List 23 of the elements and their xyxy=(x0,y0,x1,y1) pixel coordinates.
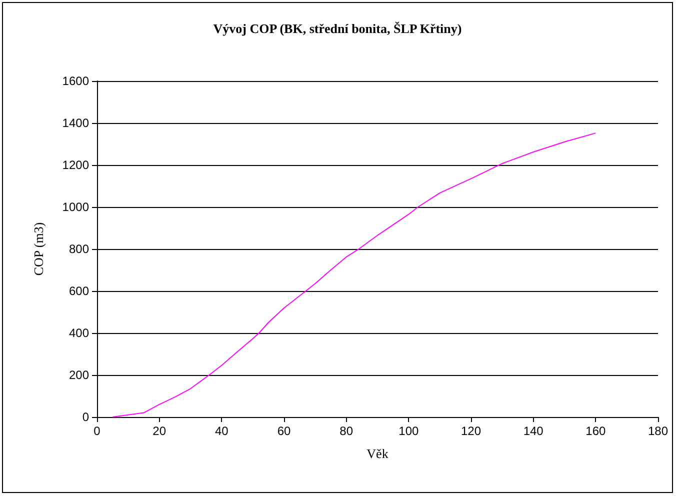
x-tick-label: 60 xyxy=(277,424,291,438)
y-tick-label: 0 xyxy=(82,410,90,424)
y-tick-label: 1200 xyxy=(62,158,90,172)
y-tick-label: 800 xyxy=(68,242,90,256)
x-tick-label: 40 xyxy=(214,424,229,438)
chart-title: Vývoj COP (BK, střední bonita, ŠLP Křtiny) xyxy=(213,21,462,36)
x-tick-label: 80 xyxy=(340,424,354,438)
y-tick-label: 1400 xyxy=(62,116,90,130)
x-tick-label: 180 xyxy=(648,424,668,438)
x-tick-label: 100 xyxy=(398,424,419,438)
y-tick-label: 600 xyxy=(68,284,90,298)
x-tick-label: 140 xyxy=(523,424,544,438)
x-tick-label: 20 xyxy=(152,424,166,438)
y-axis-title: COP (m3) xyxy=(31,222,46,276)
y-tick-label: 200 xyxy=(68,368,90,382)
line-series xyxy=(112,132,596,418)
y-tick-label: 400 xyxy=(68,326,90,340)
y-tick-label: 1000 xyxy=(62,200,90,214)
x-tick-label: 0 xyxy=(94,424,101,438)
x-axis-title: Věk xyxy=(366,446,389,461)
y-tick-label: 1600 xyxy=(62,74,90,88)
x-tick-label: 160 xyxy=(586,424,606,438)
x-tick-label: 120 xyxy=(460,424,482,438)
